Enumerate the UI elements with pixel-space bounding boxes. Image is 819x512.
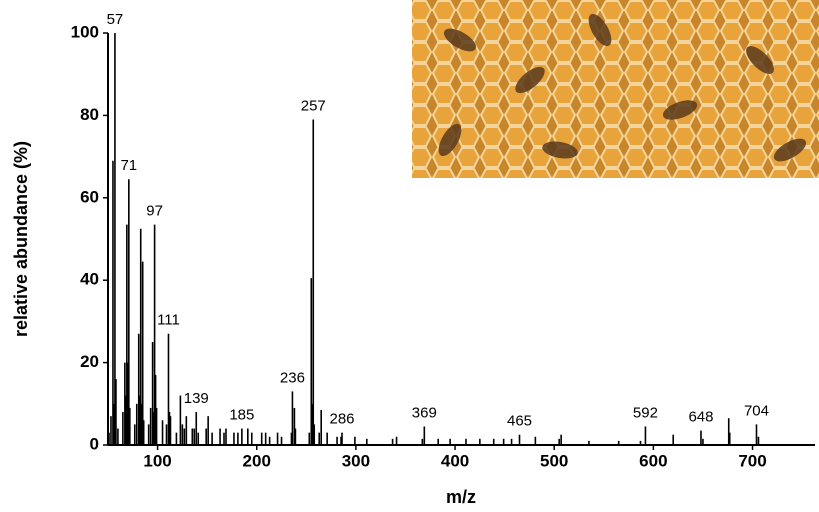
x-tick-label: 500 <box>540 451 568 470</box>
x-tick-label: 300 <box>342 451 370 470</box>
peak-label: 111 <box>157 312 180 329</box>
photo <box>412 0 819 178</box>
peak-label: 592 <box>633 404 658 421</box>
y-axis-title: relative abundance (%) <box>11 141 31 337</box>
peak-label: 139 <box>184 390 209 407</box>
peak-label: 71 <box>120 157 137 174</box>
peak-label: 57 <box>107 11 124 28</box>
peak-label: 97 <box>146 203 163 220</box>
peak-label: 286 <box>329 411 354 428</box>
y-tick-label: 80 <box>80 105 99 124</box>
x-tick-label: 400 <box>441 451 469 470</box>
y-tick-label: 100 <box>71 22 99 41</box>
peak-label: 257 <box>301 97 326 114</box>
peak-label: 185 <box>229 406 254 423</box>
x-tick-label: 700 <box>738 451 766 470</box>
peak-label: 704 <box>744 402 769 419</box>
y-tick-label: 20 <box>80 352 99 371</box>
peak-label: 648 <box>688 409 713 426</box>
peak-label: 465 <box>507 413 532 430</box>
peak-label: 236 <box>280 369 305 386</box>
x-tick-label: 600 <box>639 451 667 470</box>
x-axis-title: m/z <box>446 487 476 507</box>
peak-label: 369 <box>412 404 437 421</box>
x-tick-label: 100 <box>143 451 171 470</box>
y-tick-label: 60 <box>80 187 99 206</box>
x-tick-label: 200 <box>243 451 271 470</box>
y-tick-label: 40 <box>80 270 99 289</box>
y-tick-label: 0 <box>90 434 99 453</box>
